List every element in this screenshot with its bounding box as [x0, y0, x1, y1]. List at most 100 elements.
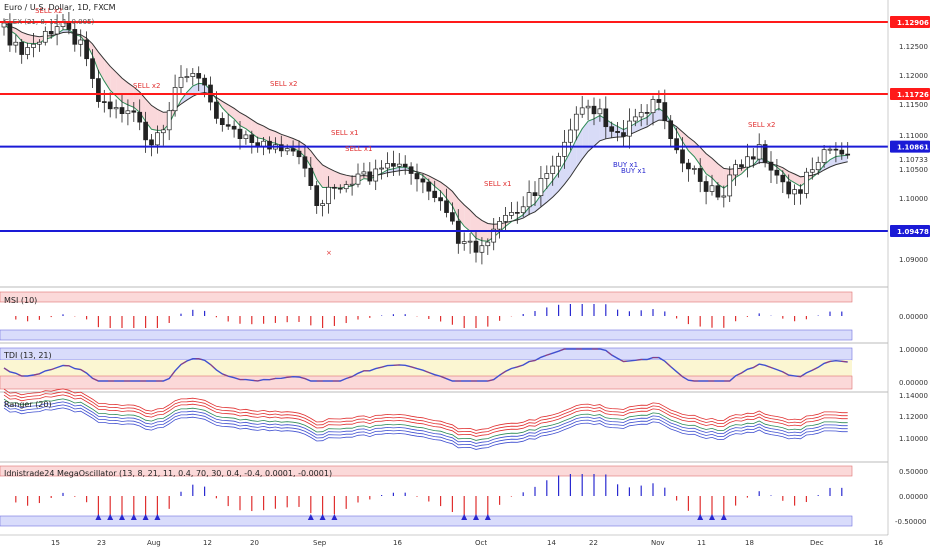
candle-body[interactable]	[715, 185, 721, 198]
candle-body[interactable]	[632, 116, 638, 122]
candle-body[interactable]	[326, 186, 331, 205]
candle-body[interactable]	[697, 168, 703, 182]
candle-body[interactable]	[420, 178, 426, 183]
candle-body[interactable]	[355, 173, 361, 185]
candle-body[interactable]	[125, 110, 131, 114]
candle-body[interactable]	[438, 197, 443, 202]
candle-body[interactable]	[137, 111, 143, 123]
candle-body[interactable]	[526, 192, 532, 208]
candle-body[interactable]	[668, 120, 674, 140]
candlesticks[interactable]	[1, 11, 851, 265]
candle-body[interactable]	[444, 200, 449, 213]
candle-body[interactable]	[455, 220, 461, 244]
candle-body[interactable]	[166, 110, 172, 131]
candle-body[interactable]	[827, 148, 833, 151]
candle-body[interactable]	[573, 113, 579, 131]
candle-body[interactable]	[615, 131, 620, 133]
megaoscillator-pane[interactable]: Idnistrade24 MegaOscillator (13, 8, 21, …	[0, 461, 928, 527]
candle-body[interactable]	[278, 144, 284, 152]
candle-body[interactable]	[804, 171, 809, 194]
candle-body[interactable]	[408, 166, 414, 174]
candle-body[interactable]	[656, 99, 662, 103]
candle-body[interactable]	[674, 138, 679, 151]
candle-body[interactable]	[833, 148, 839, 151]
candle-body[interactable]	[337, 187, 343, 190]
candle-body[interactable]	[568, 129, 573, 143]
candle-body[interactable]	[101, 101, 107, 103]
candle-body[interactable]	[509, 212, 514, 216]
candle-body[interactable]	[396, 163, 402, 167]
candle-body[interactable]	[48, 30, 54, 35]
candle-body[interactable]	[597, 108, 603, 115]
candle-body[interactable]	[585, 105, 591, 109]
candle-body[interactable]	[662, 102, 668, 122]
candle-body[interactable]	[107, 101, 113, 110]
candle-body[interactable]	[155, 132, 160, 146]
candle-body[interactable]	[225, 124, 231, 127]
candle-body[interactable]	[556, 156, 561, 167]
candle-body[interactable]	[113, 107, 119, 110]
candle-body[interactable]	[54, 26, 60, 35]
msi-pane[interactable]: MSI (10) 0.00000	[0, 286, 928, 341]
candle-body[interactable]	[821, 149, 827, 163]
candle-body[interactable]	[414, 173, 420, 180]
candle-body[interactable]	[19, 41, 25, 55]
candle-body[interactable]	[42, 30, 48, 43]
candle-body[interactable]	[839, 149, 845, 155]
candle-body[interactable]	[349, 183, 355, 186]
candle-body[interactable]	[373, 168, 379, 182]
candle-body[interactable]	[219, 118, 225, 125]
candle-body[interactable]	[178, 76, 184, 88]
candle-body[interactable]	[160, 129, 166, 134]
candle-body[interactable]	[745, 156, 750, 168]
candle-body[interactable]	[520, 206, 526, 214]
candle-body[interactable]	[762, 144, 768, 163]
candle-body[interactable]	[296, 150, 302, 158]
candle-body[interactable]	[786, 181, 792, 195]
candle-body[interactable]	[514, 212, 520, 214]
candle-body[interactable]	[284, 148, 290, 152]
candle-body[interactable]	[84, 39, 89, 60]
candle-body[interactable]	[172, 87, 178, 112]
candle-body[interactable]	[680, 149, 685, 164]
candle-body[interactable]	[703, 181, 709, 192]
candle-body[interactable]	[13, 41, 19, 46]
candle-body[interactable]	[638, 112, 644, 118]
candle-body[interactable]	[314, 185, 320, 206]
main-pane[interactable]: 1.12906 1.11726 1.10861 1.09478 SELL x2 SEL…	[0, 0, 930, 283]
candle-body[interactable]	[562, 141, 567, 157]
candle-body[interactable]	[550, 165, 556, 174]
candle-body[interactable]	[579, 107, 585, 115]
candle-body[interactable]	[143, 121, 148, 141]
candle-body[interactable]	[78, 39, 84, 45]
time-axis[interactable]: 15 23 Aug 12 20 Sep 16 Oct 14 22 Nov 11 …	[0, 534, 888, 547]
price-levels[interactable]: 1.12906 1.11726 1.10861 1.09478	[0, 16, 930, 237]
candle-body[interactable]	[37, 41, 42, 45]
price-axis[interactable]: 1.12500 1.12000 1.11500 1.11000 1.10500 …	[887, 0, 928, 535]
candle-body[interactable]	[237, 128, 243, 139]
candle-body[interactable]	[485, 241, 491, 247]
candle-body[interactable]	[491, 228, 497, 243]
candle-body[interactable]	[686, 162, 691, 170]
candle-body[interactable]	[750, 156, 756, 160]
candle-body[interactable]	[727, 174, 733, 197]
candle-body[interactable]	[196, 73, 202, 79]
candle-body[interactable]	[733, 164, 738, 176]
candle-body[interactable]	[290, 148, 296, 152]
candle-body[interactable]	[379, 167, 384, 170]
candle-body[interactable]	[302, 156, 308, 169]
candle-body[interactable]	[780, 174, 786, 183]
candle-body[interactable]	[756, 144, 762, 160]
candle-body[interactable]	[7, 22, 13, 46]
tdi-pane[interactable]: TDI (13, 21) 1.00000 0.00000	[0, 342, 928, 390]
candle-body[interactable]	[243, 134, 249, 139]
candle-body[interactable]	[621, 132, 626, 137]
candle-body[interactable]	[184, 76, 190, 78]
candle-body[interactable]	[119, 107, 125, 114]
candle-body[interactable]	[709, 185, 715, 192]
candle-body[interactable]	[609, 126, 615, 132]
ranger-pane[interactable]: Ranger (20) 1.14000 1.12000 1.10000	[0, 388, 928, 450]
candle-body[interactable]	[426, 181, 432, 192]
